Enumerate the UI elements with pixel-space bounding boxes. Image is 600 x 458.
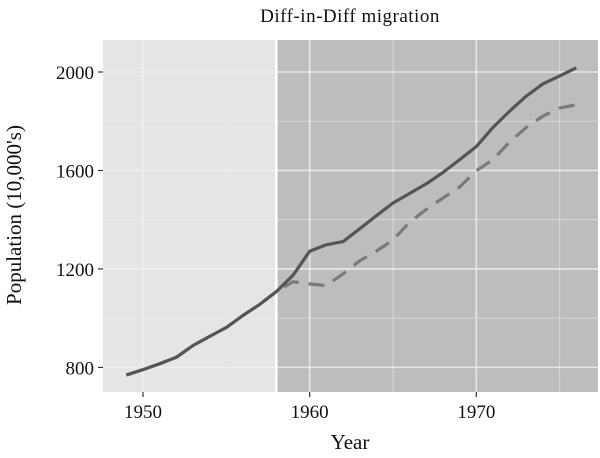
- y-tick-label: 1200: [56, 260, 94, 281]
- series-solid-line: [125, 66, 578, 377]
- axes: 1950 1960 1970 800 1200 1600 2000: [56, 63, 495, 423]
- y-axis-label: Population (10,000's): [2, 125, 26, 305]
- panel-pre-treatment: [103, 40, 277, 392]
- y-tick-label: 1600: [56, 161, 94, 182]
- plot-panel: [103, 40, 598, 392]
- grid: [103, 40, 598, 392]
- x-tick-label: 1950: [124, 402, 162, 423]
- series-lines: [125, 66, 578, 377]
- chart-title: Diff-in-Diff migration: [260, 6, 440, 27]
- x-tick-label: 1970: [457, 402, 495, 423]
- panel-post-treatment: [276, 40, 598, 392]
- y-tick-label: 800: [66, 358, 95, 379]
- x-tick-label: 1960: [291, 402, 329, 423]
- x-axis-label: Year: [331, 430, 370, 454]
- y-tick-label: 2000: [56, 63, 94, 84]
